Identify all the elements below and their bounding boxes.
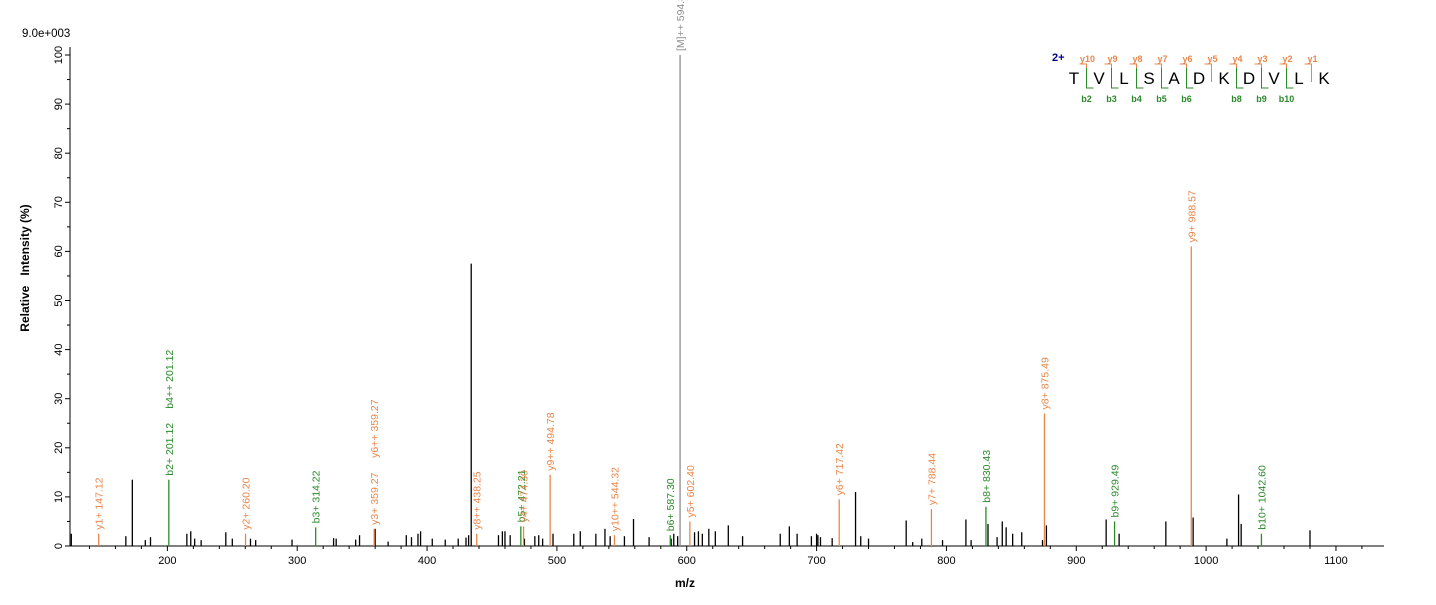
y-tick-label: 70 bbox=[53, 196, 65, 208]
peak-label-b: b2+ 201.12 bbox=[164, 423, 176, 476]
peak-label-b: b4++ 201.12 bbox=[164, 350, 176, 409]
peak-label-y: y9+ 988.57 bbox=[1186, 190, 1198, 242]
b-ion-bracket bbox=[1136, 68, 1144, 89]
x-tick-label: 600 bbox=[678, 555, 696, 567]
y-ion-bracket bbox=[1229, 63, 1237, 82]
y-tick-label: 90 bbox=[53, 98, 65, 110]
y-ion-bracket bbox=[1179, 63, 1187, 82]
b-ion-bracket bbox=[1161, 68, 1169, 89]
peak-label-y: y4+ 474.30 bbox=[519, 470, 531, 522]
sequence-residue: A bbox=[1168, 69, 1180, 88]
y-ion-label: y4 bbox=[1232, 54, 1242, 64]
x-tick-label: 800 bbox=[937, 555, 955, 567]
axes: 0 10 20 30 40 50 60 70 80 90 100 200 300 400 500 600 700… bbox=[53, 46, 1384, 567]
x-tick-label: 1000 bbox=[1194, 555, 1218, 567]
y-tick-label: 100 bbox=[53, 46, 65, 64]
peak-label-y: y6+ 717.42 bbox=[834, 443, 846, 495]
peak-label-y: y1+ 147.12 bbox=[94, 477, 106, 529]
b-ion-label: b4 bbox=[1131, 94, 1142, 104]
b-ion-bracket bbox=[1261, 68, 1269, 89]
peak-label-b: b6+ 587.30 bbox=[665, 478, 677, 531]
sequence-residue: V bbox=[1093, 69, 1105, 88]
sequence-residue: D bbox=[1193, 69, 1205, 88]
peak-label-y: y6++ 359.27 bbox=[369, 399, 381, 458]
y-ion-bracket bbox=[1304, 63, 1312, 82]
y-ion-bracket bbox=[1154, 63, 1162, 82]
b-ion-label: b10 bbox=[1279, 94, 1295, 104]
y-ion-label: y1 bbox=[1307, 54, 1317, 64]
b-ion-label: b2 bbox=[1081, 94, 1092, 104]
x-tick-label: 700 bbox=[807, 555, 825, 567]
peak-label-y: y3+ 359.27 bbox=[369, 472, 381, 524]
b-ion-bracket bbox=[1086, 68, 1094, 89]
b-ion-bracket bbox=[1236, 68, 1244, 89]
y-tick-label: 20 bbox=[53, 442, 65, 454]
peak-label-y: y10++ 544.32 bbox=[609, 467, 621, 531]
y-tick-label: 50 bbox=[53, 294, 65, 306]
y-ion-label: y2 bbox=[1282, 54, 1292, 64]
x-tick-label: 1100 bbox=[1324, 555, 1348, 567]
peak-label-y: y8+ 875.49 bbox=[1039, 357, 1051, 409]
sequence-residue: K bbox=[1218, 69, 1230, 88]
y-tick-label: 40 bbox=[53, 343, 65, 355]
y-tick-label: 0 bbox=[53, 543, 65, 549]
sequence-residue: L bbox=[1294, 69, 1303, 88]
y-tick-label: 10 bbox=[53, 491, 65, 503]
peak-label-precursor: [M]++ 594.85 bbox=[675, 0, 687, 51]
y-ion-label: y8 bbox=[1132, 54, 1142, 64]
b-ion-label: b9 bbox=[1256, 94, 1267, 104]
x-tick-label: 900 bbox=[1067, 555, 1085, 567]
peak-label-b: b8+ 830.43 bbox=[981, 450, 993, 503]
y-tick-label: 60 bbox=[53, 245, 65, 257]
y-ion-bracket bbox=[1279, 63, 1287, 82]
b-ion-label: b5 bbox=[1156, 94, 1167, 104]
y-ion-label: y6 bbox=[1182, 54, 1192, 64]
sequence-residue: S bbox=[1143, 69, 1154, 88]
peak-label-y: y7+ 788.44 bbox=[926, 453, 938, 505]
y-axis-title: Relative Intensity (%) bbox=[18, 204, 32, 331]
peak-label-b: b3+ 314.22 bbox=[311, 470, 323, 523]
sequence-residue: L bbox=[1119, 69, 1128, 88]
peak-labels: y1+ 147.12 b2+ 201.12 b4++ 201.12 y2+ 260.2… bbox=[94, 0, 1269, 531]
b-ion-label: b6 bbox=[1181, 94, 1192, 104]
y-ion-bracket bbox=[1204, 63, 1212, 82]
y-tick-label: 80 bbox=[53, 147, 65, 159]
y-ion-label: y3 bbox=[1257, 54, 1267, 64]
peak-label-y: y5+ 602.40 bbox=[685, 465, 697, 517]
y-ion-bracket bbox=[1079, 63, 1087, 82]
peak-label-b: b10+ 1042.60 bbox=[1256, 465, 1268, 530]
b-ion-bracket bbox=[1286, 68, 1294, 89]
y-ion-label: y5 bbox=[1207, 54, 1217, 64]
x-axis-title: m/z bbox=[675, 576, 695, 590]
b-ion-label: b8 bbox=[1231, 94, 1242, 104]
x-tick-label: 200 bbox=[158, 555, 176, 567]
sequence-residue: V bbox=[1268, 69, 1280, 88]
y-tick-label: 30 bbox=[53, 393, 65, 405]
y-ion-bracket bbox=[1104, 63, 1112, 82]
sequence-residue: T bbox=[1069, 69, 1079, 88]
peak-label-y: y2+ 260.20 bbox=[241, 477, 253, 529]
y-ion-bracket bbox=[1129, 63, 1137, 82]
y-ion-bracket bbox=[1254, 63, 1262, 82]
b-ion-bracket bbox=[1186, 68, 1194, 89]
peak-label-b: b5+ 472.21 bbox=[516, 469, 528, 522]
b-ion-bracket bbox=[1111, 68, 1119, 89]
sequence-residue: D bbox=[1243, 69, 1255, 88]
y-ion-label: y9 bbox=[1107, 54, 1117, 64]
b-ion-label: b3 bbox=[1106, 94, 1117, 104]
x-tick-label: 500 bbox=[548, 555, 566, 567]
peak-label-y: y9++ 494.78 bbox=[545, 412, 557, 471]
peak-label-b: b9+ 929.49 bbox=[1110, 464, 1122, 517]
charge-state-label: 2+ bbox=[1052, 52, 1065, 64]
y-ion-label: y7 bbox=[1157, 54, 1167, 64]
intensity-scale-label: 9.0e+003 bbox=[22, 28, 70, 40]
y-ion-label: y10 bbox=[1080, 54, 1095, 64]
x-tick-label: 300 bbox=[288, 555, 306, 567]
sequence-residue: K bbox=[1318, 69, 1330, 88]
x-tick-label: 400 bbox=[418, 555, 436, 567]
peak-label-y: y8++ 438.25 bbox=[472, 471, 484, 530]
peaks bbox=[70, 55, 1311, 546]
